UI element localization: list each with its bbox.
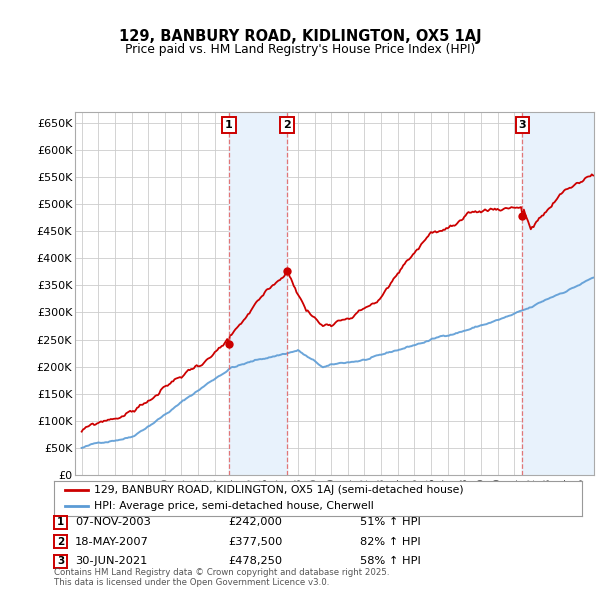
Text: 51% ↑ HPI: 51% ↑ HPI [360,517,421,527]
Text: 07-NOV-2003: 07-NOV-2003 [75,517,151,527]
Text: 18-MAY-2007: 18-MAY-2007 [75,537,149,546]
Text: 58% ↑ HPI: 58% ↑ HPI [360,556,421,566]
Text: 129, BANBURY ROAD, KIDLINGTON, OX5 1AJ (semi-detached house): 129, BANBURY ROAD, KIDLINGTON, OX5 1AJ (… [94,486,463,496]
Text: 2: 2 [57,537,64,546]
Text: 82% ↑ HPI: 82% ↑ HPI [360,537,421,546]
Bar [523,112,594,475]
Text: 3: 3 [518,120,526,130]
Text: £377,500: £377,500 [228,537,283,546]
Text: 129, BANBURY ROAD, KIDLINGTON, OX5 1AJ: 129, BANBURY ROAD, KIDLINGTON, OX5 1AJ [119,29,481,44]
Text: 2: 2 [284,120,291,130]
Bar [229,112,287,475]
Text: £478,250: £478,250 [228,556,282,566]
Text: 30-JUN-2021: 30-JUN-2021 [75,556,148,566]
Text: 1: 1 [225,120,233,130]
Text: 3: 3 [57,556,64,566]
Bar [523,112,594,475]
Text: 1: 1 [57,517,64,527]
Text: HPI: Average price, semi-detached house, Cherwell: HPI: Average price, semi-detached house,… [94,502,373,512]
Text: Contains HM Land Registry data © Crown copyright and database right 2025.
This d: Contains HM Land Registry data © Crown c… [54,568,389,587]
Text: Price paid vs. HM Land Registry's House Price Index (HPI): Price paid vs. HM Land Registry's House … [125,43,475,56]
Bar [229,112,287,475]
Text: £242,000: £242,000 [228,517,282,527]
